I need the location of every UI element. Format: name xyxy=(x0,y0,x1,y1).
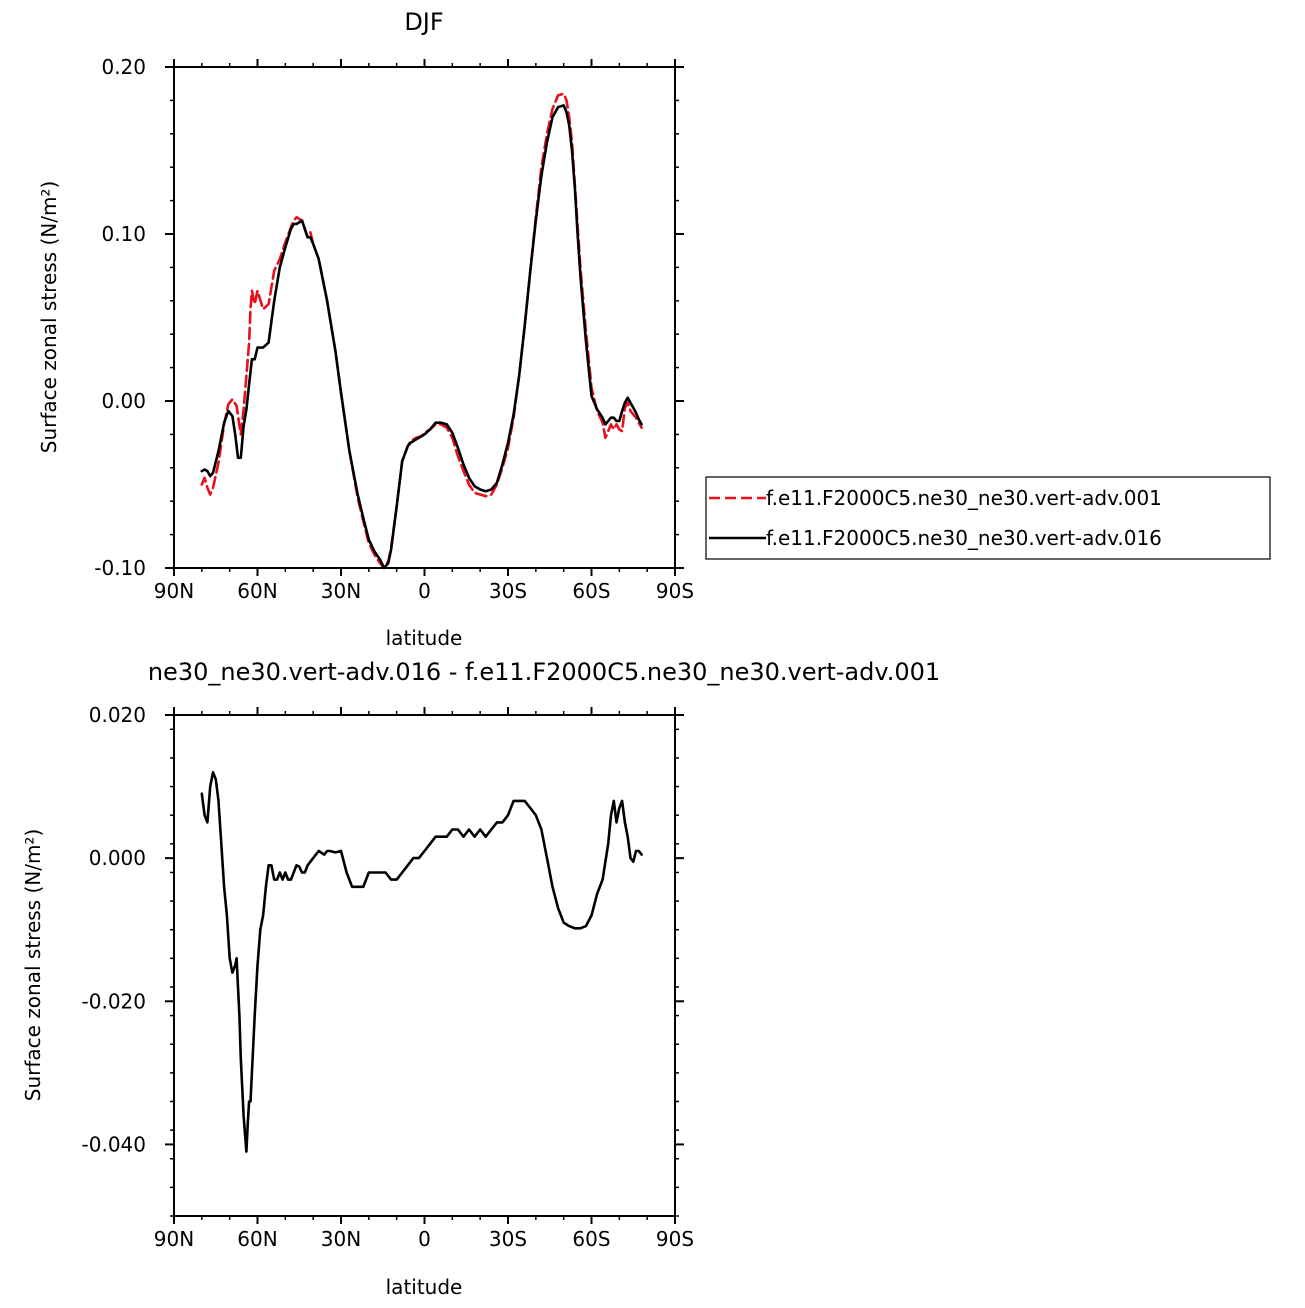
top-y-tick-label: 0.20 xyxy=(101,55,146,79)
bottom-series-line-1 xyxy=(200,770,643,1153)
top-x-tick-label: 30S xyxy=(489,579,527,603)
legend-box xyxy=(705,476,1271,560)
bottom-y-tick-label: -0.020 xyxy=(82,989,146,1013)
legend-entry-001: f.e11.F2000C5.ne30_ne30.vert-adv.001 xyxy=(766,486,1162,510)
bottom-panel: ne30_ne30.vert-adv.016 - f.e11.F2000C5.n… xyxy=(21,658,940,1299)
top-series-line-1 xyxy=(200,92,643,570)
top-x-tick-label: 60N xyxy=(237,579,277,603)
bottom-y-axis-label: Surface zonal stress (N/m²) xyxy=(21,829,45,1101)
top-panel: DJF 90N 60N 30N 0 30S 60S 90S -0.10 0.00 0.10 0.20… xyxy=(37,8,1271,650)
legend-entry-016: f.e11.F2000C5.ne30_ne30.vert-adv.016 xyxy=(766,526,1162,550)
top-series-line-2 xyxy=(200,104,643,570)
bottom-plot-frame xyxy=(173,714,676,1217)
top-x-tick-label: 90N xyxy=(154,579,194,603)
top-y-axis-label: Surface zonal stress (N/m²) xyxy=(37,181,61,453)
top-chart-title: DJF xyxy=(404,8,443,36)
bottom-x-tick-label: 60N xyxy=(237,1227,277,1251)
bottom-x-tick-label: 90N xyxy=(154,1227,194,1251)
bottom-x-tick-label: 60S xyxy=(572,1227,610,1251)
bottom-chart-title: ne30_ne30.vert-adv.016 - f.e11.F2000C5.n… xyxy=(148,658,940,686)
bottom-y-tick-label: 0.000 xyxy=(89,846,146,870)
bottom-x-axis-label: latitude xyxy=(386,1275,463,1299)
top-y-tick-label: -0.10 xyxy=(94,556,146,580)
top-x-tick-label: 30N xyxy=(321,579,361,603)
bottom-y-tick-label: 0.020 xyxy=(89,703,146,727)
top-x-tick-label: 90S xyxy=(656,579,694,603)
top-x-tick-label: 60S xyxy=(572,579,610,603)
top-y-tick-label: 0.00 xyxy=(101,389,146,413)
top-x-axis-label: latitude xyxy=(386,626,463,650)
bottom-x-tick-label: 30S xyxy=(489,1227,527,1251)
bottom-y-tick-label: -0.040 xyxy=(82,1132,146,1156)
top-x-tick-label: 0 xyxy=(418,579,431,603)
top-y-tick-label: 0.10 xyxy=(101,222,146,246)
legend: f.e11.F2000C5.ne30_ne30.vert-adv.001 f.e… xyxy=(705,476,1271,560)
bottom-x-tick-label: 90S xyxy=(656,1227,694,1251)
bottom-x-tick-label: 0 xyxy=(418,1227,431,1251)
bottom-x-tick-label: 30N xyxy=(321,1227,361,1251)
